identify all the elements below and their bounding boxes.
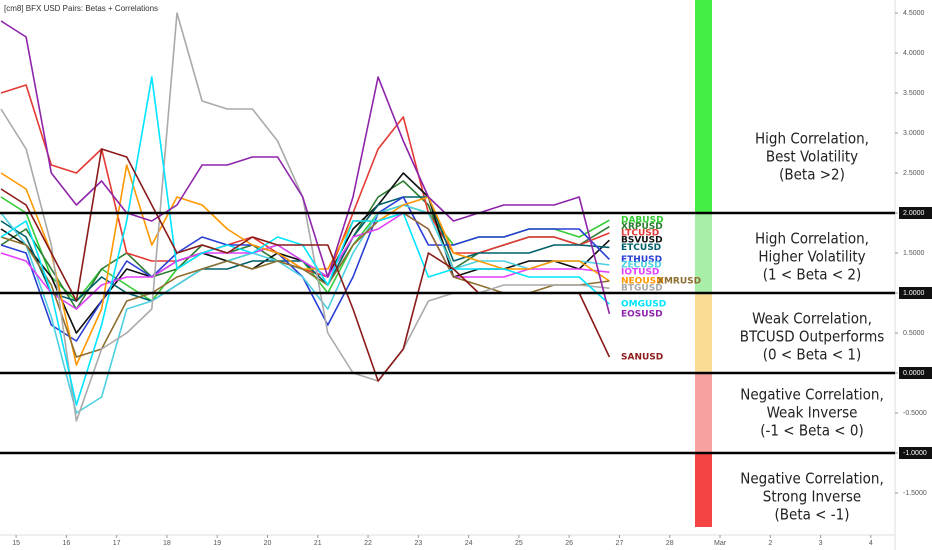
y-tick-label: -1.5000 — [903, 490, 927, 497]
zone-band — [695, 453, 712, 527]
x-tick-label: 26 — [565, 540, 573, 547]
zone-text: High Correlation, — [755, 130, 869, 148]
chart-title: [cm8] BFX USD Pairs: Betas + Correlation… — [4, 4, 158, 13]
zone-text: Strong Inverse — [763, 488, 861, 506]
zone-text: Negative Correlation, — [740, 470, 883, 488]
zone-band — [695, 213, 712, 293]
tick-highlight — [899, 367, 932, 379]
zone-text: (Beta >2) — [779, 166, 845, 184]
y-tick-label: 4.0000 — [903, 50, 925, 57]
x-tick-label: 23 — [414, 540, 422, 547]
y-tick-label: -0.5000 — [903, 410, 927, 417]
y-tick-label: 2.5000 — [903, 170, 925, 177]
x-tick-label: 25 — [515, 540, 523, 547]
y-tick-label: 4.5000 — [903, 10, 925, 17]
y-tick-label: 2.0000 — [903, 210, 925, 217]
series-label: LTCUSD — [621, 229, 659, 239]
zone-band — [695, 0, 712, 213]
x-tick-label: 19 — [213, 540, 221, 547]
x-tick-label: Mar — [714, 540, 727, 547]
series-label: DABUSD — [621, 216, 664, 226]
series-line — [0, 20, 611, 315]
series-line — [0, 204, 610, 414]
series-label: BTGUSD — [621, 284, 663, 294]
zone-text: (0 < Beta < 1) — [763, 346, 862, 364]
x-tick-label: 2 — [768, 540, 772, 547]
series-label: NEOUSD — [621, 277, 664, 287]
series-label: ETHUSD — [621, 255, 662, 265]
series-line — [0, 212, 610, 310]
series-label: BSVUSD — [621, 236, 663, 246]
series-label: XRPUSD — [621, 222, 663, 232]
series-label: ETCUSD — [621, 243, 661, 253]
series-label: ZECUSD — [621, 261, 662, 271]
x-tick-label: 18 — [163, 540, 171, 547]
series-label: IOTUSD — [621, 268, 659, 278]
y-tick-label: 3.0000 — [903, 130, 925, 137]
zone-text: (Beta < -1) — [775, 506, 850, 524]
x-tick-label: 16 — [62, 540, 70, 547]
y-tick-label: 0.0000 — [903, 370, 925, 377]
y-tick-label: -1.0000 — [903, 450, 927, 457]
x-tick-label: 15 — [12, 540, 20, 547]
x-tick-label: 27 — [616, 540, 624, 547]
tick-highlight — [899, 287, 932, 299]
tick-highlight — [899, 447, 932, 459]
zone-text: Best Volatility — [766, 148, 858, 166]
y-tick-label: 1.0000 — [903, 290, 925, 297]
zone-text: BTCUSD Outperforms — [740, 328, 885, 346]
zone-text: Negative Correlation, — [740, 386, 883, 404]
zone-text: Higher Volatility — [758, 248, 865, 266]
zone-band — [695, 373, 712, 453]
x-tick-label: 28 — [666, 540, 674, 547]
zone-text: High Correlation, — [755, 230, 869, 248]
zone-text: (-1 < Beta < 0) — [760, 422, 863, 440]
x-tick-label: 22 — [364, 540, 372, 547]
series-label: OMGUSD — [621, 300, 666, 310]
x-tick-label: 3 — [819, 540, 823, 547]
x-tick-label: 17 — [113, 540, 121, 547]
zone-text: (1 < Beta < 2) — [763, 266, 862, 284]
y-tick-label: 3.5000 — [903, 90, 925, 97]
x-tick-label: 24 — [465, 540, 473, 547]
zone-band — [695, 293, 712, 373]
x-tick-label: 21 — [314, 540, 322, 547]
series-label: SANUSD — [621, 353, 663, 363]
series-label: XMRUSD — [657, 277, 701, 287]
zone-text: Weak Correlation, — [752, 310, 872, 328]
x-tick-label: 4 — [869, 540, 873, 547]
y-tick-label: 0.5000 — [903, 330, 925, 337]
y-tick-label: 1.5000 — [903, 250, 925, 257]
zone-text: Weak Inverse — [767, 404, 858, 422]
tick-highlight — [899, 207, 932, 219]
series-label: EOSUSD — [621, 309, 663, 319]
x-tick-label: 20 — [264, 540, 272, 547]
